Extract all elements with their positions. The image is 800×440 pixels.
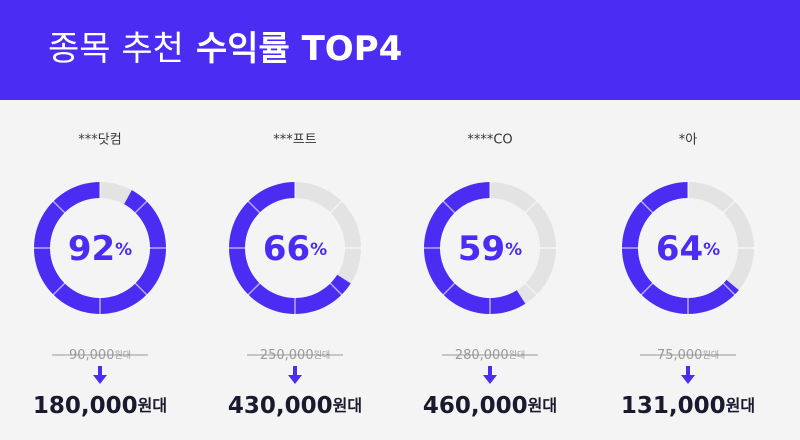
segment-divider xyxy=(722,200,736,214)
donut-remainder xyxy=(688,182,755,291)
item-name: ***닷컴 xyxy=(78,133,121,148)
new-price-unit: 원대 xyxy=(726,396,755,415)
segment-divider xyxy=(52,200,66,214)
segment-divider xyxy=(329,200,343,214)
donut-remainder xyxy=(295,182,361,284)
percent-number: 64 xyxy=(656,229,703,269)
segment-divider xyxy=(524,282,538,296)
percent-unit: % xyxy=(115,240,132,260)
new-price-unit: 원대 xyxy=(333,396,362,415)
segment-divider xyxy=(722,282,736,296)
donut-value xyxy=(424,182,526,314)
new-price: 180,000원대 xyxy=(33,393,167,419)
percent-label: 59% xyxy=(458,229,522,269)
segment-divider xyxy=(442,200,456,214)
title-light: 종목 추천 xyxy=(48,29,184,69)
new-price: 460,000원대 xyxy=(423,393,557,419)
segment-divider xyxy=(247,200,261,214)
donut-remainder xyxy=(490,182,557,304)
arrow-shaft xyxy=(686,366,690,376)
new-price-number: 430,000 xyxy=(228,393,333,419)
percent-number: 59 xyxy=(458,229,505,269)
arrow-head xyxy=(288,375,302,384)
donut-remainder xyxy=(100,182,132,205)
segment-divider xyxy=(524,200,538,214)
item-name: *아 xyxy=(679,133,698,148)
segment-divider xyxy=(247,282,261,296)
arrow-shaft xyxy=(98,366,102,376)
new-price-number: 180,000 xyxy=(33,393,138,419)
segment-divider xyxy=(134,200,148,214)
segment-divider xyxy=(442,282,456,296)
arrow-head xyxy=(483,375,497,384)
header-title: 종목 추천 수익률 TOP4 xyxy=(48,29,402,69)
segment-divider xyxy=(329,282,343,296)
percent-unit: % xyxy=(310,240,327,260)
header-bar xyxy=(0,0,800,100)
arrow-head xyxy=(93,375,107,384)
new-price-number: 131,000 xyxy=(621,393,726,419)
new-price-unit: 원대 xyxy=(138,396,167,415)
new-price: 131,000원대 xyxy=(621,393,755,419)
title-bold: 수익률 TOP4 xyxy=(196,29,402,69)
percent-label: 64% xyxy=(656,229,720,269)
percent-unit: % xyxy=(505,240,522,260)
arrow-shaft xyxy=(293,366,297,376)
donut-value xyxy=(622,182,739,314)
segment-divider xyxy=(52,282,66,296)
percent-label: 92% xyxy=(68,229,132,269)
item-name: ****CO xyxy=(467,133,512,148)
new-price: 430,000원대 xyxy=(228,393,362,419)
arrow-shaft xyxy=(488,366,492,376)
new-price-number: 460,000 xyxy=(423,393,528,419)
percent-label: 66% xyxy=(263,229,327,269)
percent-unit: % xyxy=(703,240,720,260)
item-name: ***프트 xyxy=(273,133,316,148)
segment-divider xyxy=(640,200,654,214)
new-price-unit: 원대 xyxy=(528,396,557,415)
arrow-head xyxy=(681,375,695,384)
segment-divider xyxy=(640,282,654,296)
percent-number: 66 xyxy=(263,229,310,269)
segment-divider xyxy=(134,282,148,296)
percent-number: 92 xyxy=(68,229,115,269)
